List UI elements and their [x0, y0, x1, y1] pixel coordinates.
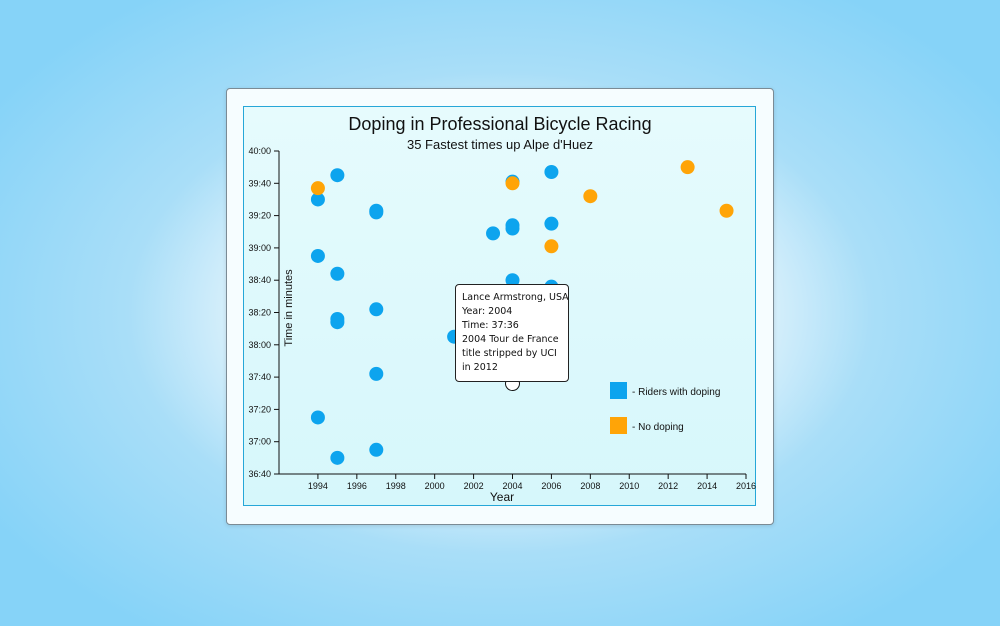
doping-point[interactable] — [369, 442, 384, 457]
doping-point[interactable] — [544, 164, 559, 179]
y-tick-label: 39:40 — [248, 178, 271, 188]
doping-point[interactable] — [310, 248, 325, 263]
legend-label-doping: - Riders with doping — [632, 387, 720, 398]
tooltip-time: Time: 37:36 — [462, 320, 519, 331]
x-tick-label: 2002 — [464, 481, 484, 491]
y-tick-label: 38:00 — [248, 340, 271, 350]
legend-label-no-doping: - No doping — [632, 422, 684, 433]
doping-point[interactable] — [369, 205, 384, 220]
doping-point[interactable] — [369, 366, 384, 381]
legend: - Riders with doping - No doping — [610, 382, 720, 434]
y-tick-label: 37:20 — [248, 404, 271, 414]
y-tick-label: 38:20 — [248, 308, 271, 318]
no-doping-point[interactable] — [583, 189, 598, 204]
chart-subtitle: 35 Fastest times up Alpe d'Huez — [407, 137, 593, 152]
axes: 1994 1996 1998 2000 2002 2004 2006 2008 2010 2012… — [248, 146, 756, 491]
x-tick-label: 2014 — [697, 481, 717, 491]
data-points — [310, 160, 734, 465]
y-axis-label: Time in minutes — [283, 269, 295, 347]
x-tick-label: 2010 — [619, 481, 639, 491]
doping-point[interactable] — [330, 450, 345, 465]
legend-swatch-doping — [610, 382, 627, 399]
doping-point[interactable] — [330, 168, 345, 183]
x-tick-label: 1998 — [386, 481, 406, 491]
y-tick-label: 36:40 — [248, 469, 271, 479]
no-doping-point[interactable] — [680, 160, 695, 175]
doping-point[interactable] — [310, 192, 325, 207]
doping-point[interactable] — [486, 226, 501, 241]
legend-swatch-no-doping — [610, 417, 627, 434]
doping-point[interactable] — [330, 266, 345, 281]
doping-point[interactable] — [330, 315, 345, 330]
doping-point[interactable] — [310, 410, 325, 425]
x-axis-label: Year — [490, 490, 514, 504]
doping-point[interactable] — [505, 273, 520, 288]
tooltip-rider-name: Lance Armstrong, USA — [462, 292, 569, 303]
y-tick-label: 37:40 — [248, 372, 271, 382]
doping-point[interactable] — [544, 216, 559, 231]
tooltip-year: Year: 2004 — [462, 306, 513, 317]
y-tick-label: 38:40 — [248, 275, 271, 285]
x-tick-label: 2004 — [502, 481, 522, 491]
x-tick-label: 1994 — [308, 481, 328, 491]
y-tick-label: 37:00 — [248, 437, 271, 447]
x-tick-label: 2016 — [736, 481, 756, 491]
chart-title: Doping in Professional Bicycle Racing — [348, 114, 651, 134]
x-tick-label: 2006 — [541, 481, 561, 491]
y-tick-label: 39:20 — [248, 211, 271, 221]
no-doping-point[interactable] — [505, 176, 520, 191]
y-tick-label: 40:00 — [248, 146, 271, 156]
x-tick-label: 1996 — [347, 481, 367, 491]
no-doping-point[interactable] — [544, 239, 559, 254]
doping-point[interactable] — [505, 221, 520, 236]
y-tick-label: 39:00 — [248, 243, 271, 253]
no-doping-point[interactable] — [310, 181, 325, 196]
x-tick-label: 2008 — [580, 481, 600, 491]
x-tick-label: 2012 — [658, 481, 678, 491]
tooltip-note: 2004 Tour de France title stripped by UC… — [462, 334, 559, 373]
doping-point[interactable] — [369, 302, 384, 317]
no-doping-point[interactable] — [719, 203, 734, 218]
tooltip: Lance Armstrong, USA Year: 2004 Time: 37… — [455, 284, 569, 382]
x-tick-label: 2000 — [425, 481, 445, 491]
